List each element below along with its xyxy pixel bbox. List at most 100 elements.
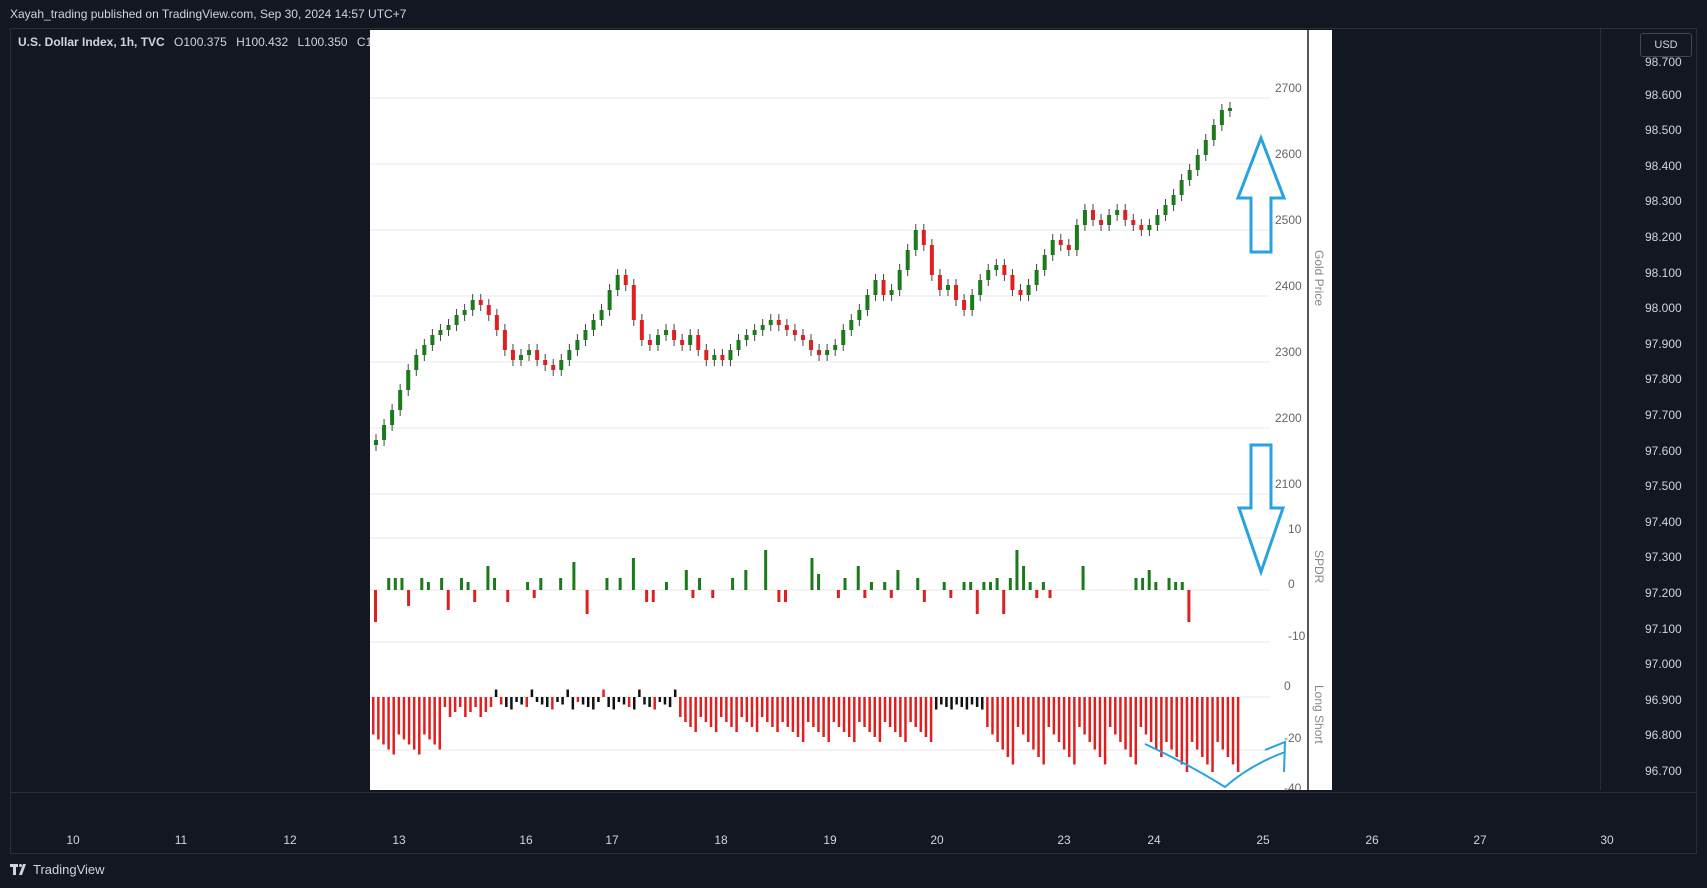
long-short-bar [883, 697, 887, 722]
long-short-bar [566, 689, 569, 697]
candle [502, 330, 507, 350]
long-short-bar [914, 697, 917, 727]
spdr-bar [1141, 578, 1145, 590]
long-short-bar [981, 697, 984, 710]
long-short-bar [648, 697, 651, 707]
long-short-bar [494, 689, 498, 697]
long-short-bar [996, 697, 999, 742]
long-short-bar [766, 697, 769, 722]
long-short-bar [382, 697, 385, 745]
long-short-bar [899, 697, 902, 737]
spdr-bar [486, 566, 490, 590]
candle [1099, 220, 1104, 225]
candle [478, 300, 483, 305]
candle [1090, 210, 1095, 220]
candle [784, 325, 789, 330]
spdr-label: SPDR [1312, 550, 1326, 584]
spdr-bar [393, 578, 397, 590]
long-short-bar [510, 697, 513, 710]
currency-button[interactable]: USD [1640, 33, 1692, 57]
spdr-bar [1081, 566, 1085, 590]
spdr-bar [631, 558, 635, 590]
long-short-bar [387, 697, 390, 750]
long-short-bar [638, 689, 641, 697]
tradingview-logo[interactable]: TradingView [10, 862, 105, 877]
price-axis[interactable] [1600, 28, 1698, 790]
candle [551, 365, 556, 370]
candle [768, 320, 773, 325]
long-short-bar [1016, 697, 1020, 727]
time-tick-label: 19 [823, 833, 837, 847]
candle [599, 310, 604, 320]
long-short-bar [428, 697, 431, 740]
long-short-bar [853, 697, 856, 742]
spdr-bar [744, 570, 748, 590]
long-short-bar [714, 697, 718, 732]
spdr-bar [466, 582, 470, 590]
long-short-bar [418, 697, 421, 755]
candle [607, 290, 612, 310]
long-short-bar [1180, 697, 1184, 765]
candle [1034, 270, 1039, 285]
long-short-bar [1103, 697, 1107, 765]
long-short-bar [1160, 697, 1163, 757]
spdr-bar [1002, 590, 1006, 614]
long-short-bar [1062, 697, 1066, 750]
gold-tick-label: 2200 [1275, 411, 1302, 425]
long-short-bar [786, 697, 790, 727]
candle [905, 250, 910, 270]
long-short-bar [581, 697, 585, 705]
candle [704, 350, 709, 360]
candle [583, 330, 588, 340]
long-short-bar [1211, 697, 1214, 772]
gold-tick-label: 2300 [1275, 345, 1302, 359]
candle [591, 320, 596, 330]
long-short-bar [1170, 697, 1173, 750]
spdr-bar [1022, 566, 1026, 590]
long-short-bar [1144, 697, 1148, 735]
time-tick-label: 12 [283, 833, 297, 847]
candle [1123, 210, 1128, 220]
long-short-bar [1037, 697, 1040, 757]
symbol-legend[interactable]: U.S. Dollar Index, 1h, TVC O100.375 H100… [18, 35, 396, 49]
long-short-bar [1027, 697, 1030, 742]
long-short-bar [597, 697, 600, 702]
spdr-bar [856, 566, 860, 590]
long-short-bar [561, 697, 564, 705]
long-short-bar [1175, 697, 1178, 757]
long-short-bar [1149, 697, 1153, 742]
long-short-bar [1231, 697, 1235, 765]
long-short-bar [1047, 697, 1051, 727]
candle [881, 280, 886, 295]
long-short-bar [801, 697, 805, 742]
long-short-bar [694, 697, 697, 732]
time-axis[interactable] [10, 792, 1697, 823]
candle [575, 340, 580, 350]
candle [1179, 180, 1184, 195]
long-short-bar [781, 697, 784, 722]
long-short-bar [397, 697, 401, 735]
long-short-bar [392, 697, 395, 755]
long-short-bar [668, 697, 672, 707]
candle [631, 285, 636, 320]
price-tick-label: 98.400 [1645, 158, 1682, 173]
spdr-bar [1154, 582, 1158, 590]
time-tick-label: 18 [714, 833, 728, 847]
long-short-bar [771, 697, 774, 727]
spdr-bar [975, 590, 979, 614]
candle [1139, 225, 1144, 230]
long-short-bar [643, 697, 646, 705]
spdr-bar [784, 590, 787, 602]
time-tick-label: 30 [1600, 833, 1614, 847]
long-short-bar [950, 697, 953, 710]
spdr-bar [420, 578, 424, 590]
spdr-bar [1048, 590, 1052, 598]
long-short-bar [1129, 697, 1132, 757]
long-short-bar [965, 697, 969, 710]
candle [559, 360, 564, 370]
candle [1187, 170, 1192, 180]
candle [1042, 255, 1047, 270]
long-short-bar [1088, 697, 1091, 742]
candle [696, 335, 701, 350]
